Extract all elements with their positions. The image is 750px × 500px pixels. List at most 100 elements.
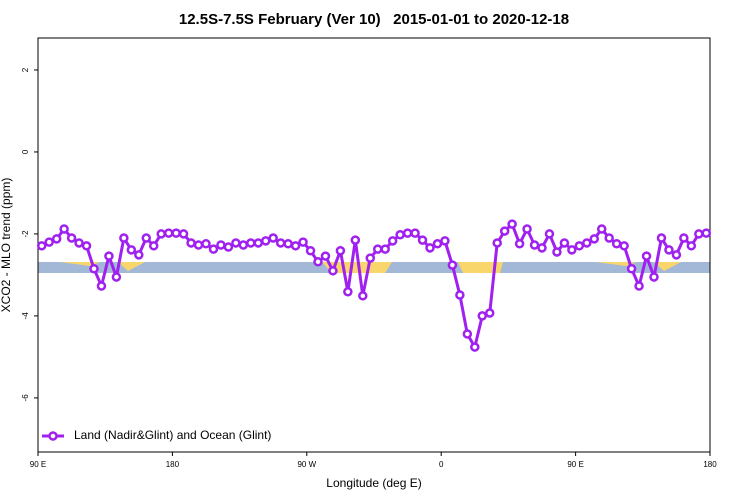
data-point xyxy=(89,264,99,274)
data-point xyxy=(246,238,256,248)
x-axis-label: Longitude (deg E) xyxy=(326,476,421,490)
data-point xyxy=(470,342,480,352)
data-point xyxy=(111,272,122,282)
data-point xyxy=(686,241,697,251)
data-point xyxy=(156,229,166,239)
data-point xyxy=(119,233,129,243)
data-point xyxy=(365,253,376,263)
data-point xyxy=(290,241,301,251)
data-point xyxy=(59,224,69,234)
data-point xyxy=(529,240,540,250)
x-tick-label: 90 W xyxy=(297,460,316,469)
data-point xyxy=(410,228,420,238)
data-point xyxy=(283,239,293,249)
data-point xyxy=(171,228,181,238)
data-point xyxy=(148,241,159,251)
data-point xyxy=(350,235,361,245)
data-point xyxy=(679,233,689,243)
data-point xyxy=(701,228,712,238)
data-point xyxy=(582,238,592,248)
data-point xyxy=(186,238,196,248)
data-point xyxy=(559,238,570,248)
data-point xyxy=(268,233,278,243)
data-point xyxy=(238,240,249,250)
data-point xyxy=(641,251,652,261)
data-point xyxy=(462,329,473,339)
data-point xyxy=(328,266,338,276)
data-point xyxy=(380,244,390,254)
data-point xyxy=(402,228,413,238)
data-point xyxy=(201,239,211,249)
x-tick-label: 180 xyxy=(703,460,717,469)
data-point xyxy=(208,244,219,254)
data-point xyxy=(320,251,331,261)
x-tick-label: 90 E xyxy=(30,460,46,469)
legend-marker xyxy=(48,431,58,441)
data-point xyxy=(231,238,241,248)
x-tick-label: 0 xyxy=(439,460,444,469)
data-point xyxy=(51,234,62,244)
data-point xyxy=(664,245,674,255)
data-point xyxy=(477,311,488,321)
data-point xyxy=(305,245,316,256)
data-point xyxy=(604,233,614,243)
data-point xyxy=(74,238,84,248)
data-point xyxy=(694,229,704,239)
land-band xyxy=(596,262,636,266)
data-point xyxy=(455,290,465,300)
data-point xyxy=(499,226,510,236)
data-point xyxy=(104,251,114,261)
data-point xyxy=(335,245,346,256)
data-point xyxy=(492,238,502,248)
data-point xyxy=(313,257,323,267)
data-point xyxy=(178,229,189,239)
data-point xyxy=(656,233,667,243)
data-point xyxy=(447,260,458,270)
data-point xyxy=(626,264,637,274)
data-point xyxy=(425,243,435,253)
data-point xyxy=(372,244,383,254)
data-point xyxy=(44,237,54,247)
data-point xyxy=(141,233,152,243)
data-point xyxy=(36,241,47,251)
y-tick-label: -2 xyxy=(21,230,30,238)
plot-frame xyxy=(37,37,711,453)
data-point xyxy=(260,236,271,246)
y-tick-label: 0 xyxy=(21,149,30,154)
land-band xyxy=(458,262,503,273)
data-point xyxy=(574,241,585,251)
data-point xyxy=(634,281,644,291)
data-point xyxy=(253,238,264,248)
data-point xyxy=(484,308,495,318)
data-point xyxy=(163,228,174,238)
data-point xyxy=(298,237,308,247)
land-band xyxy=(118,262,145,271)
data-point xyxy=(671,250,682,260)
legend-label: Land (Nadir&Glint) and Ocean (Glint) xyxy=(74,428,271,442)
land-band xyxy=(60,262,100,266)
data-point xyxy=(649,272,659,282)
data-point xyxy=(223,242,234,252)
data-point xyxy=(275,238,286,248)
land-band xyxy=(322,262,392,273)
data-point xyxy=(387,236,398,246)
legend-item: Land (Nadir&Glint) and Ocean (Glint) xyxy=(42,428,271,442)
data-point xyxy=(134,250,144,260)
data-point xyxy=(552,247,562,257)
data-point xyxy=(619,241,629,251)
data-point xyxy=(537,243,547,253)
data-point xyxy=(343,286,353,297)
data-point xyxy=(432,239,443,249)
data-point xyxy=(440,236,450,246)
x-tick-label: 90 E xyxy=(567,460,583,469)
data-point xyxy=(544,229,555,239)
data-point xyxy=(193,240,204,250)
data-point xyxy=(417,235,428,245)
y-tick-label: 2 xyxy=(21,67,30,72)
surface-band xyxy=(38,262,710,273)
data-point xyxy=(611,239,622,249)
data-point xyxy=(81,241,92,251)
data-point xyxy=(358,291,368,301)
y-tick-label: -4 xyxy=(21,312,30,320)
